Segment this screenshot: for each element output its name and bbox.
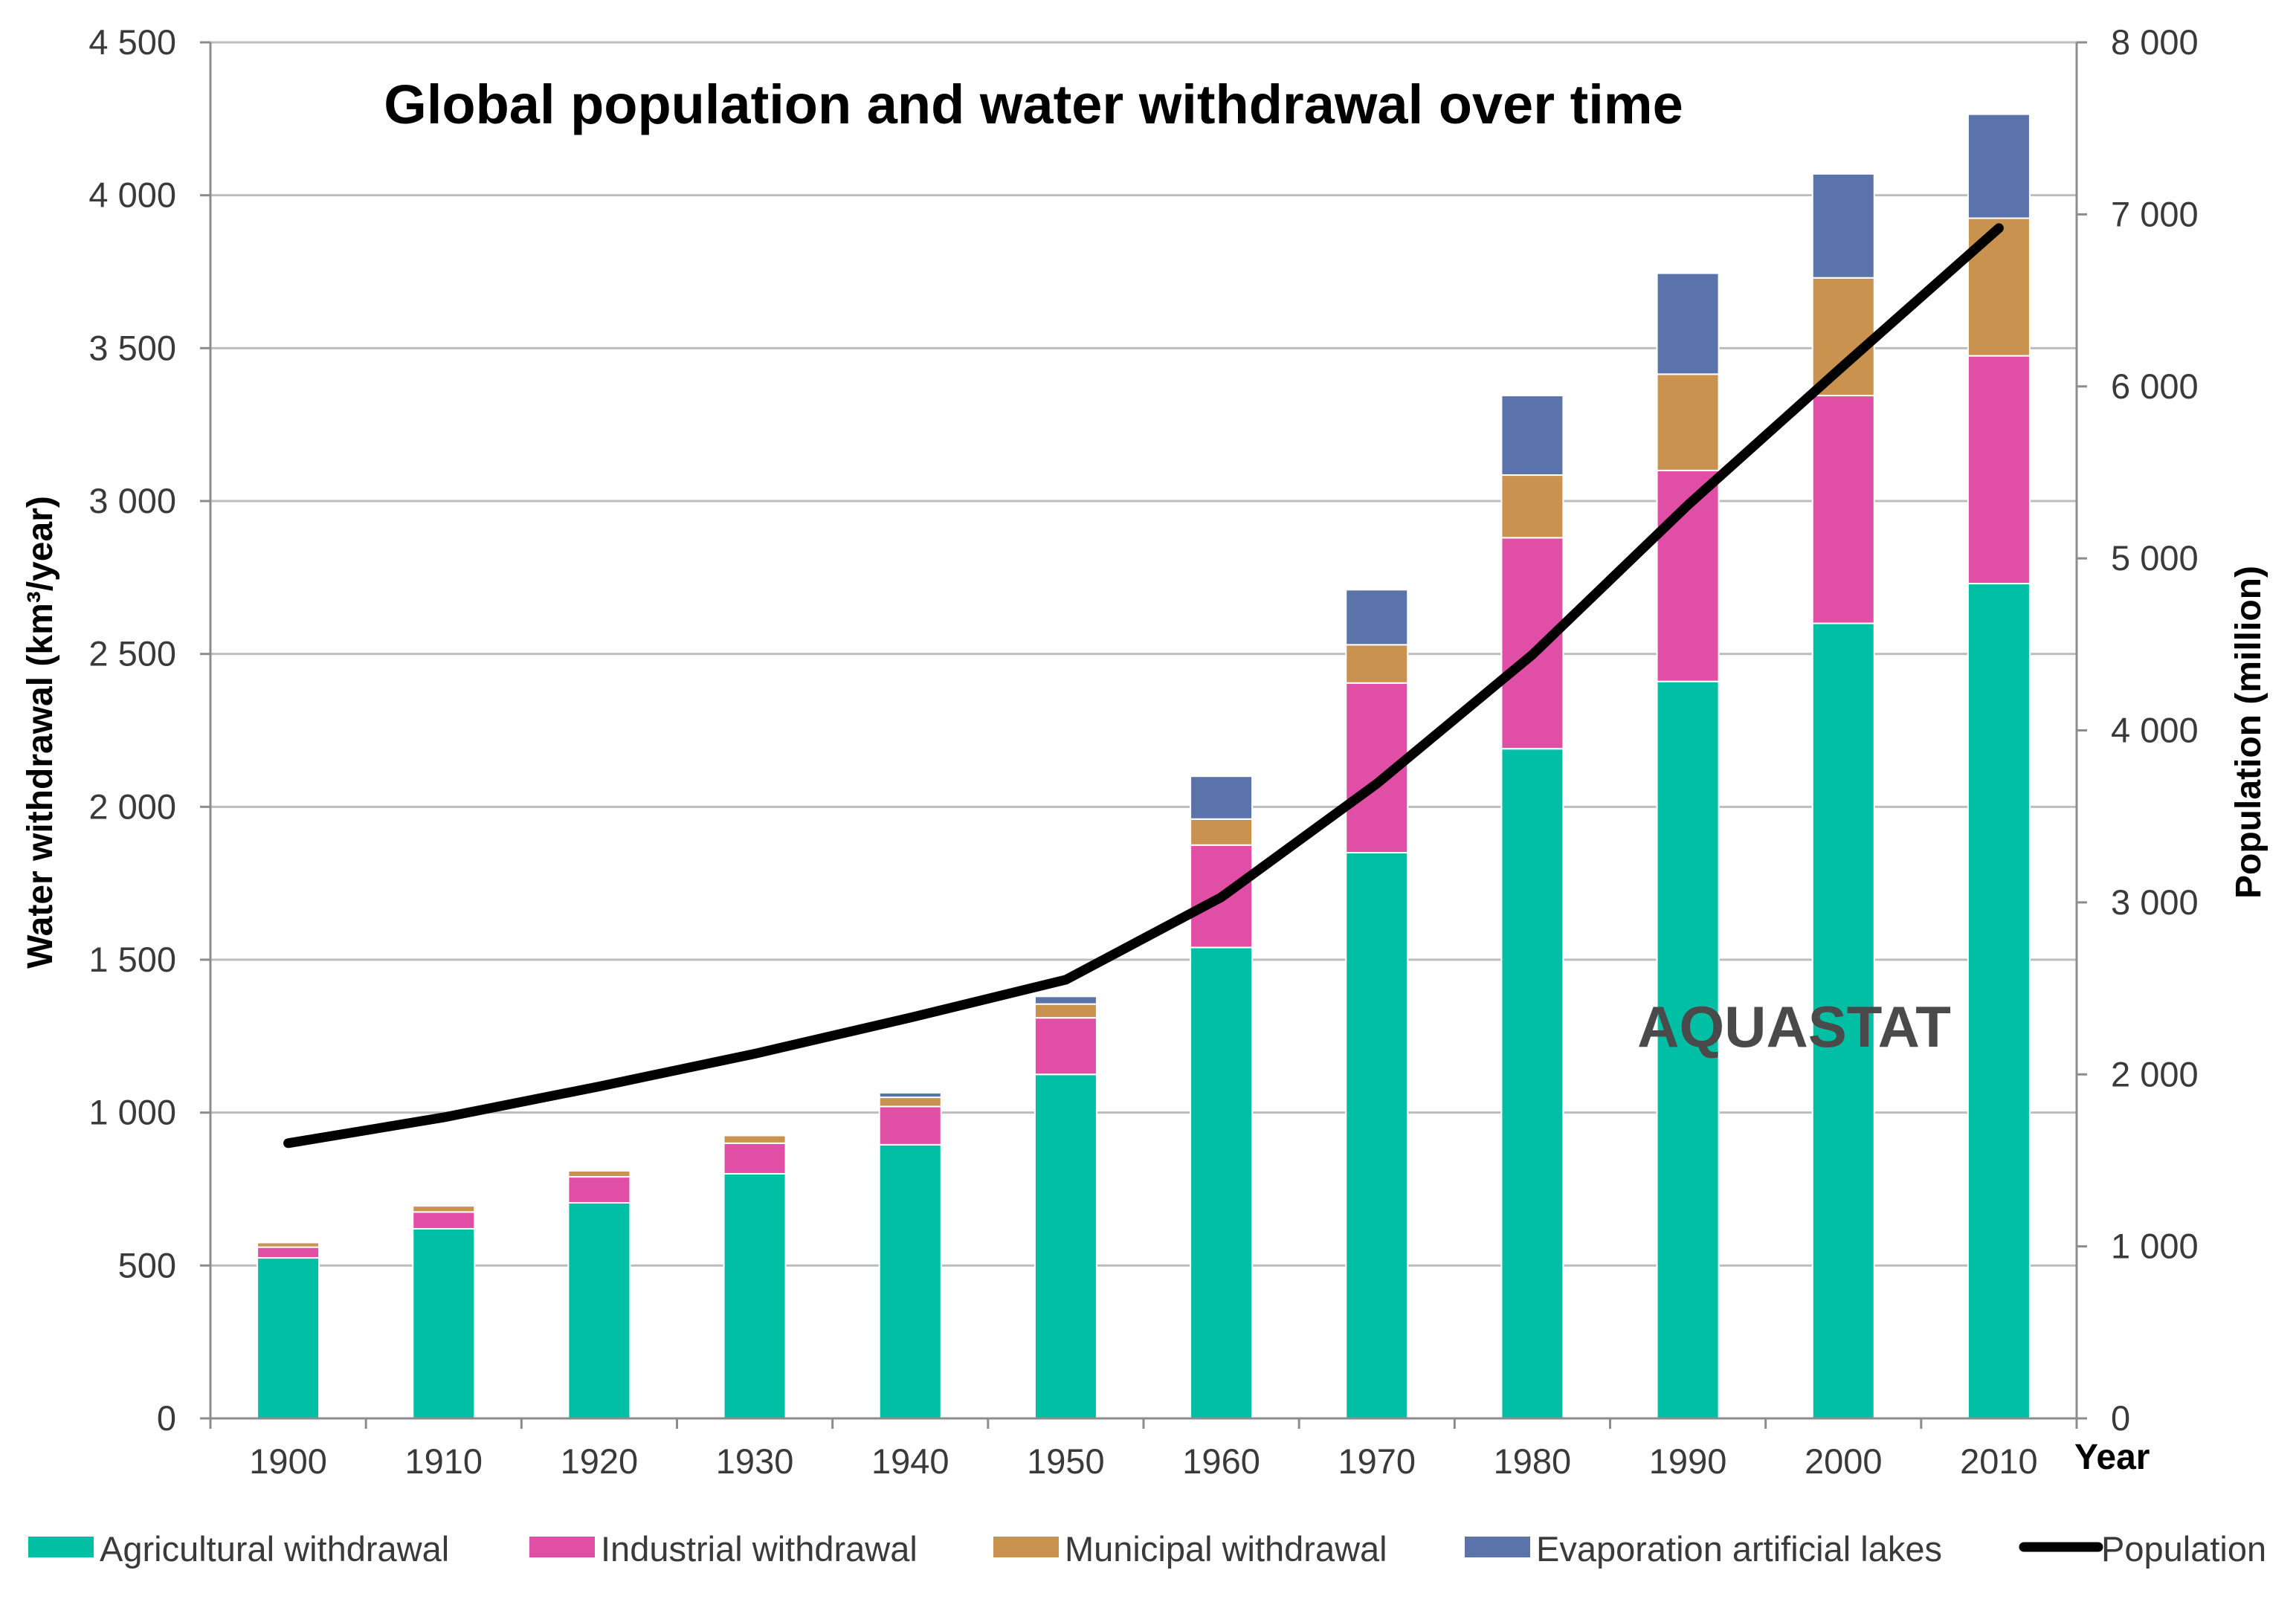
bar-municipal-withdrawal-2000 — [1811, 277, 1875, 397]
bar-evaporation-artificial-lakes-1960 — [1190, 775, 1254, 820]
y2-tick-label: 1 000 — [2111, 1227, 2199, 1266]
tick-labels: 0 500 1 000 1 500 2 000 2 500 3 000 3 500 4 000 4… — [88, 22, 2198, 1481]
y-tick-label: 0 — [157, 1398, 176, 1438]
legend-swatch-agricultural-withdrawal — [28, 1537, 94, 1557]
x-tick-label: 1900 — [249, 1441, 327, 1481]
y-tick-label: 3 500 — [88, 328, 176, 367]
y2-tick-label: 8 000 — [2111, 22, 2199, 62]
bar-agricultural-withdrawal-1950 — [1033, 1073, 1097, 1419]
x-tick-label: 1970 — [1338, 1441, 1416, 1481]
y-tick-label: 1 500 — [88, 940, 176, 979]
legend-swatch-municipal-withdrawal — [993, 1537, 1059, 1557]
bar-agricultural-withdrawal-1930 — [723, 1172, 787, 1420]
legend-label-industrial-withdrawal: Industrial withdrawal — [601, 1529, 918, 1569]
x-tick-label: 1950 — [1027, 1441, 1105, 1481]
legend-swatch-evaporation-artificial-lakes — [1465, 1537, 1530, 1557]
bar-agricultural-withdrawal-1900 — [257, 1257, 320, 1420]
bar-industrial-withdrawal-1950 — [1033, 1017, 1097, 1076]
y-tick-label: 2 500 — [88, 634, 176, 674]
bar-industrial-withdrawal-2000 — [1811, 395, 1875, 624]
y2-tick-label: 6 000 — [2111, 366, 2199, 406]
x-tick-label: 2010 — [1960, 1441, 2038, 1481]
bar-evaporation-artificial-lakes-1940 — [878, 1091, 942, 1099]
bar-municipal-withdrawal-1930 — [723, 1134, 787, 1144]
legend-label-population: Population — [2101, 1529, 2266, 1569]
y-tick-label: 2 000 — [88, 787, 176, 826]
bar-agricultural-withdrawal-1940 — [878, 1143, 942, 1420]
y2-tick-label: 0 — [2111, 1398, 2130, 1438]
bar-industrial-withdrawal-1980 — [1500, 537, 1564, 750]
legend: Agricultural withdrawal Industrial withdr… — [28, 1529, 2266, 1569]
bar-industrial-withdrawal-1900 — [257, 1246, 320, 1259]
bar-evaporation-artificial-lakes-1990 — [1656, 272, 1720, 375]
y2-axis-title: Population (million) — [2229, 566, 2268, 899]
bar-municipal-withdrawal-1960 — [1190, 818, 1254, 846]
legend-swatch-industrial-withdrawal — [529, 1537, 595, 1557]
y2-tick-label: 5 000 — [2111, 538, 2199, 578]
y-tick-label: 4 000 — [88, 175, 176, 215]
y-tick-label: 500 — [118, 1245, 176, 1285]
bar-municipal-withdrawal-2010 — [1967, 217, 2031, 357]
chart-title: Global population and water withdrawal o… — [384, 74, 1683, 135]
population-line — [283, 223, 2004, 1149]
bar-evaporation-artificial-lakes-2000 — [1811, 172, 1875, 279]
bar-municipal-withdrawal-1920 — [567, 1169, 631, 1178]
y2-tick-label: 2 000 — [2111, 1054, 2199, 1094]
population-line-group — [283, 223, 2004, 1149]
bar-agricultural-withdrawal-1920 — [567, 1202, 631, 1419]
axes — [200, 41, 2087, 1429]
y-axis-title: Water withdrawal (km³/year) — [21, 496, 60, 969]
x-tick-label: 1960 — [1182, 1441, 1260, 1481]
gridlines — [210, 41, 2077, 1267]
bars — [257, 113, 2031, 1420]
x-tick-label: 1910 — [404, 1441, 483, 1481]
bar-industrial-withdrawal-1920 — [567, 1176, 631, 1204]
legend-label-municipal-withdrawal: Municipal withdrawal — [1065, 1529, 1387, 1569]
bar-municipal-withdrawal-1950 — [1033, 1003, 1097, 1019]
x-tick-label: 2000 — [1805, 1441, 1883, 1481]
x-tick-label: 1940 — [871, 1441, 949, 1481]
bar-evaporation-artificial-lakes-2010 — [1967, 113, 2031, 219]
x-tick-label: 1990 — [1649, 1441, 1727, 1481]
bar-industrial-withdrawal-1940 — [878, 1105, 942, 1146]
bar-agricultural-withdrawal-2000 — [1811, 622, 1875, 1419]
bar-evaporation-artificial-lakes-1980 — [1500, 395, 1564, 477]
x-tick-label: 1920 — [561, 1441, 639, 1481]
x-tick-label: 1980 — [1494, 1441, 1572, 1481]
bar-industrial-withdrawal-1930 — [723, 1142, 787, 1175]
x-axis-title: Year — [2074, 1438, 2150, 1477]
bar-municipal-withdrawal-1900 — [257, 1241, 320, 1248]
bar-agricultural-withdrawal-1910 — [412, 1227, 476, 1420]
bar-evaporation-artificial-lakes-1950 — [1033, 995, 1097, 1005]
y2-tick-label: 7 000 — [2111, 194, 2199, 233]
bar-evaporation-artificial-lakes-1920 — [567, 1168, 631, 1172]
bar-municipal-withdrawal-1910 — [412, 1205, 476, 1213]
bar-evaporation-artificial-lakes-1930 — [723, 1133, 787, 1137]
y2-tick-label: 4 000 — [2111, 711, 2199, 750]
bar-municipal-withdrawal-1980 — [1500, 474, 1564, 539]
aquastat-watermark: AQUASTAT — [1637, 994, 1951, 1059]
bar-agricultural-withdrawal-1980 — [1500, 748, 1564, 1419]
bar-municipal-withdrawal-1940 — [878, 1096, 942, 1108]
bar-municipal-withdrawal-1990 — [1656, 373, 1720, 471]
bar-municipal-withdrawal-1970 — [1345, 644, 1409, 684]
y-tick-label: 3 000 — [88, 481, 176, 520]
bar-agricultural-withdrawal-1970 — [1345, 852, 1409, 1419]
legend-label-agricultural-withdrawal: Agricultural withdrawal — [100, 1529, 449, 1569]
x-tick-label: 1930 — [716, 1441, 794, 1481]
y-tick-label: 1 000 — [88, 1093, 176, 1132]
bar-agricultural-withdrawal-1960 — [1190, 946, 1254, 1419]
bar-evaporation-artificial-lakes-1970 — [1345, 589, 1409, 646]
y-tick-label: 4 500 — [88, 22, 176, 62]
bar-industrial-withdrawal-1910 — [412, 1211, 476, 1230]
legend-label-evaporation-artificial-lakes: Evaporation artificial lakes — [1536, 1529, 1942, 1569]
bar-agricultural-withdrawal-2010 — [1967, 583, 2031, 1419]
y2-tick-label: 3 000 — [2111, 882, 2199, 922]
bar-industrial-withdrawal-2010 — [1967, 355, 2031, 585]
